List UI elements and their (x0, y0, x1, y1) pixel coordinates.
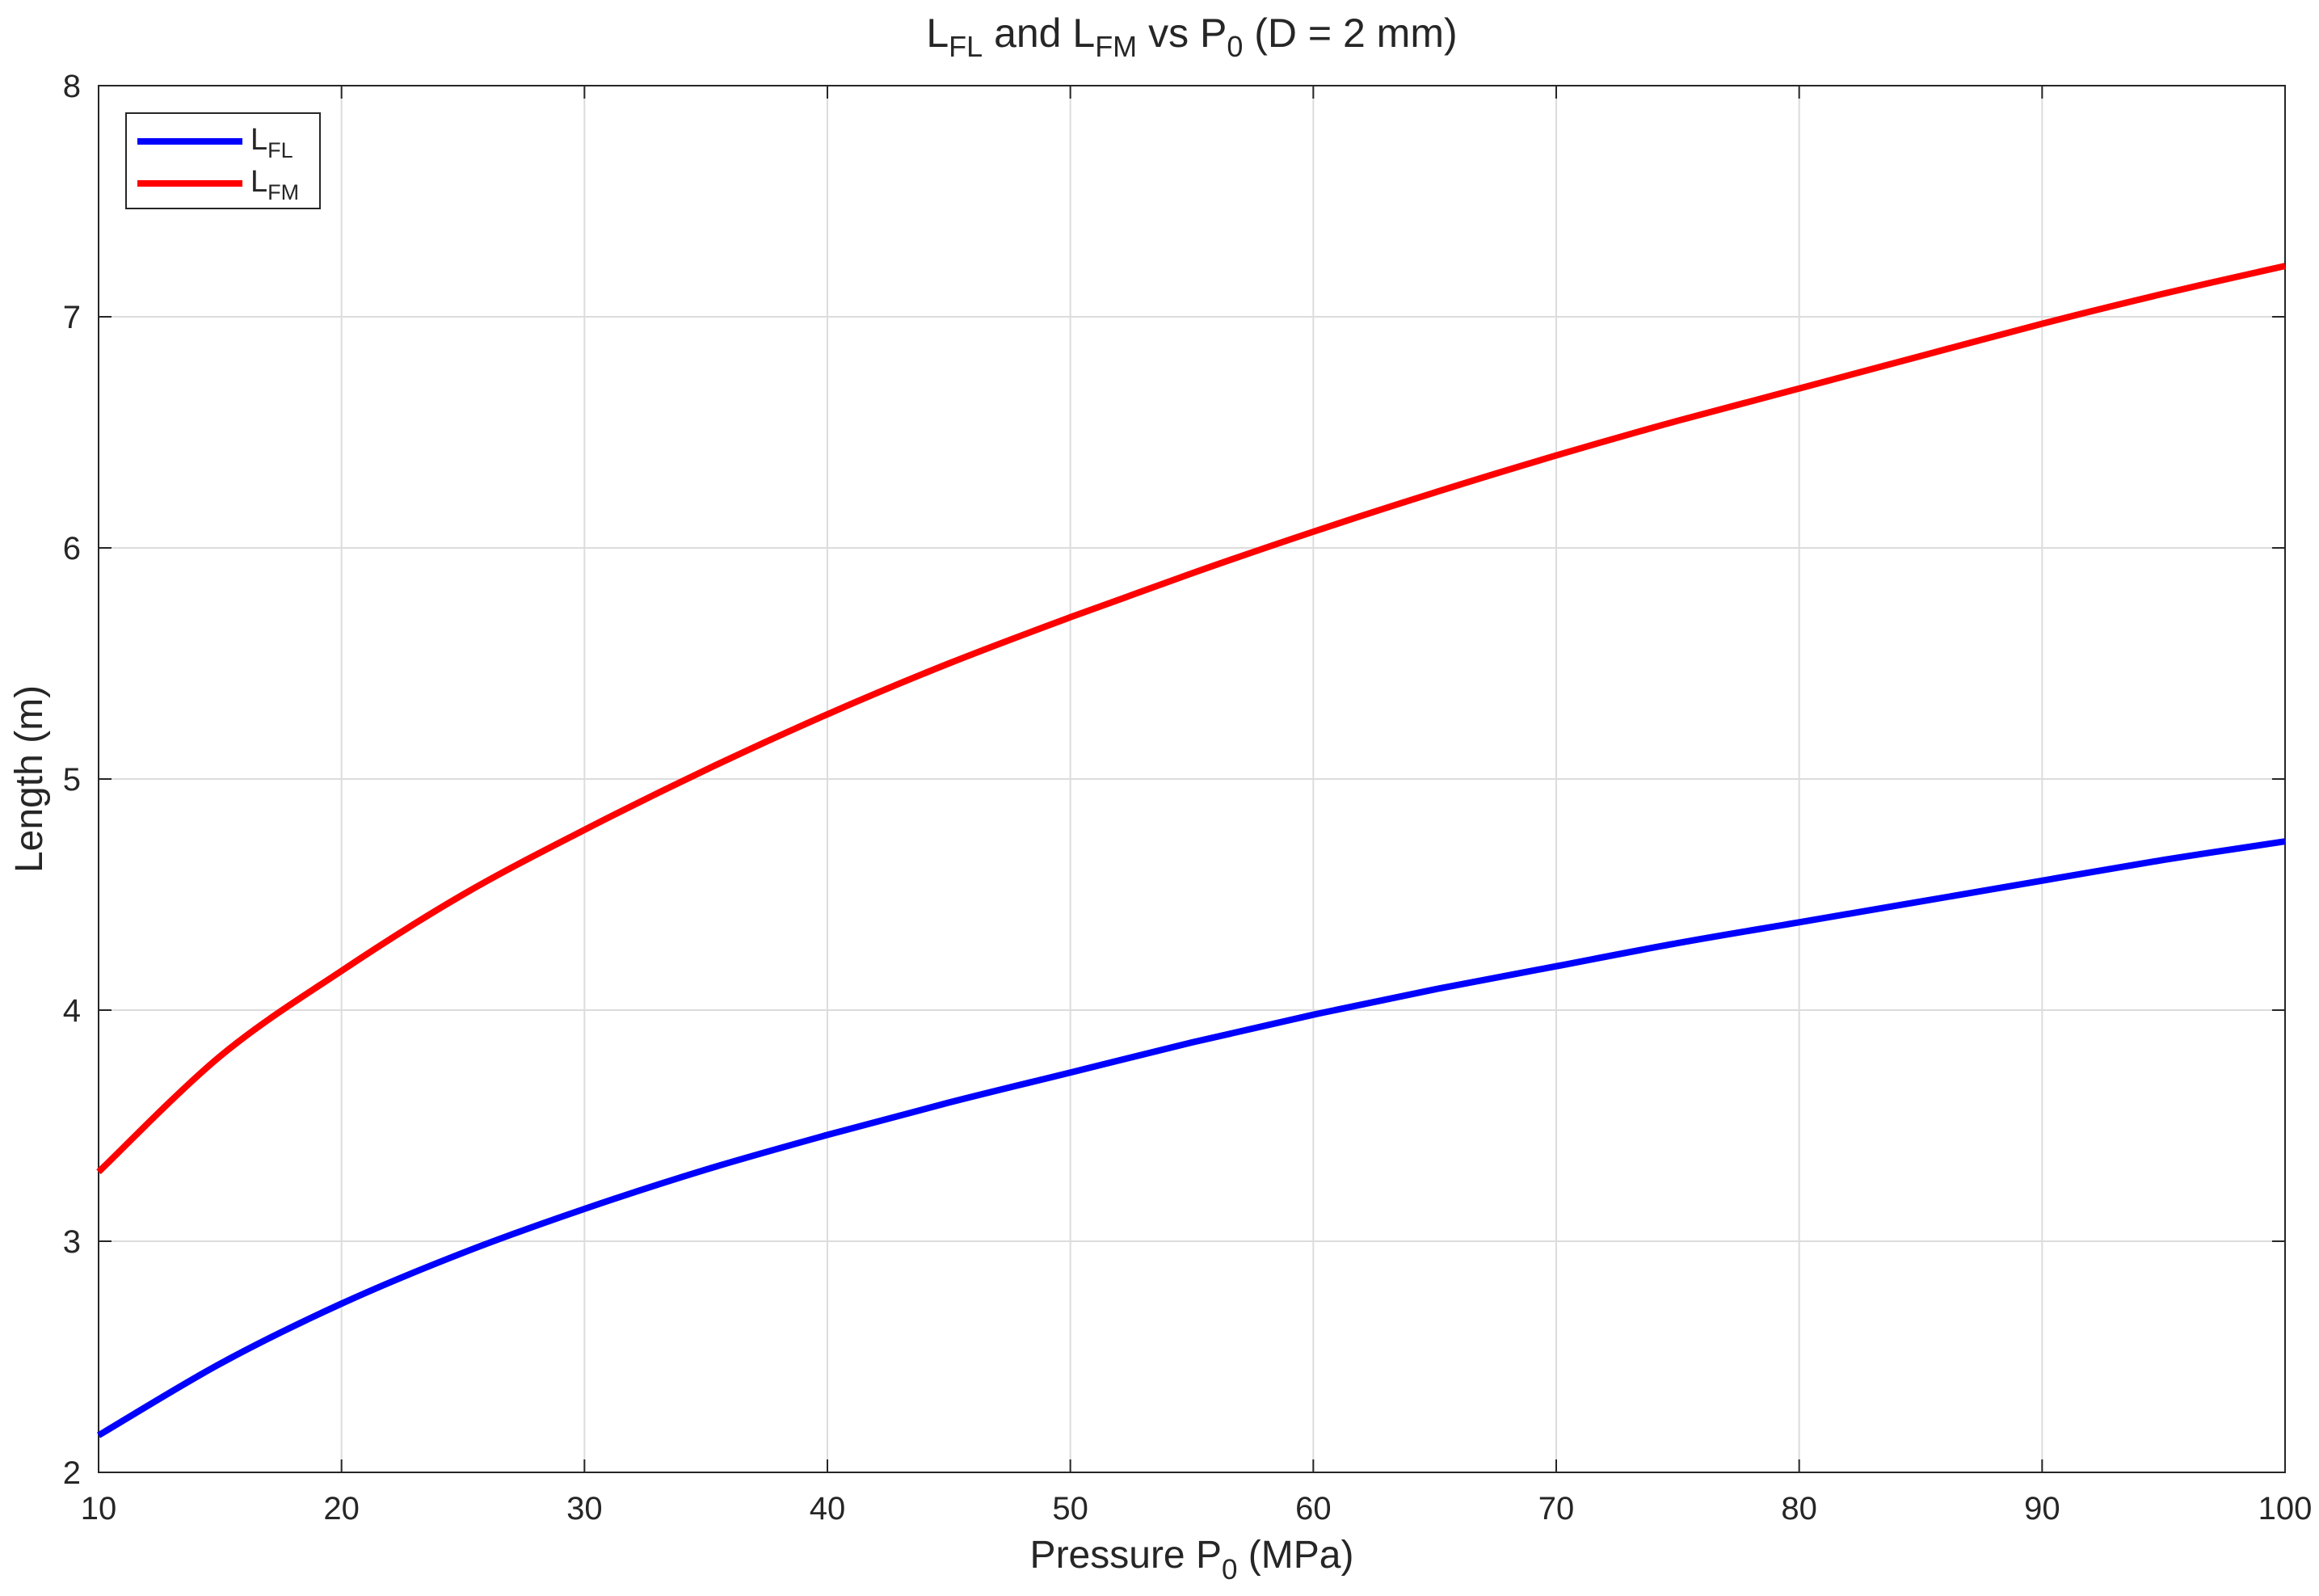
chart-title: LFL and LFM vs P0 (D = 2 mm) (926, 11, 1457, 63)
x-tick-label: 80 (1781, 1491, 1817, 1527)
x-tick-label: 40 (810, 1491, 846, 1527)
x-tick-label: 100 (2258, 1491, 2313, 1527)
series-lines (96, 263, 2286, 1438)
y-tick-label: 4 (63, 993, 81, 1029)
x-axis-label: Pressure P0 (MPa) (1030, 1534, 1354, 1585)
x-tick-label: 20 (323, 1491, 360, 1527)
y-tick-label: 3 (63, 1224, 81, 1260)
grid-lines (99, 86, 2285, 1472)
legend-box (125, 112, 321, 209)
x-tick-label: 70 (1538, 1491, 1575, 1527)
series-line-lfl (96, 838, 2286, 1438)
x-tick-label: 50 (1052, 1491, 1088, 1527)
x-tick-label: 60 (1295, 1491, 1332, 1527)
y-axis-label: Length (m) (8, 685, 51, 873)
legend-entry-lfl: LFL (250, 123, 293, 162)
x-tick-label: 30 (566, 1491, 603, 1527)
y-tick-label: 6 (63, 531, 81, 566)
series-line-lfm (96, 263, 2286, 1175)
x-axis-tick-labels: 10 20 30 40 50 60 70 80 90 100 (81, 1491, 2313, 1527)
y-tick-label: 8 (63, 69, 81, 104)
y-tick-label: 2 (63, 1455, 81, 1491)
y-axis-tick-labels: 2 3 4 5 6 7 8 (63, 69, 81, 1491)
y-tick-label: 7 (63, 300, 81, 335)
legend-entry-lfm: LFM (250, 165, 299, 204)
axis-ticks (98, 85, 2286, 1473)
y-tick-label: 5 (63, 762, 81, 798)
x-tick-label: 90 (2024, 1491, 2060, 1527)
x-tick-label: 10 (81, 1491, 117, 1527)
